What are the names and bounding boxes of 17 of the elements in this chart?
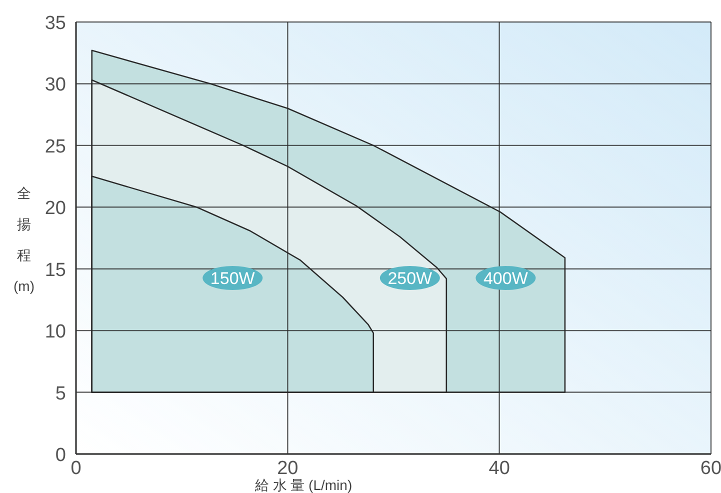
x-tick-label: 40 — [488, 458, 510, 479]
x-tick-label: 20 — [277, 458, 298, 479]
series-label: 150W — [210, 269, 255, 288]
y-tick-label: 0 — [55, 445, 66, 466]
y-tick-label: 35 — [44, 13, 66, 34]
y-tick-label: 20 — [44, 198, 66, 220]
series-label: 250W — [388, 269, 432, 288]
y-tick-label: 30 — [44, 74, 66, 96]
y-axis-title: 全揚程(m) — [14, 185, 34, 294]
x-tick-label: 0 — [70, 458, 82, 479]
y-tick-label: 5 — [55, 383, 66, 404]
y-tick-label: 10 — [44, 322, 66, 343]
y-tick-label: 25 — [44, 136, 66, 158]
y-tick-label: 15 — [44, 260, 66, 281]
series-label: 400W — [483, 269, 528, 288]
x-tick-label: 60 — [700, 458, 721, 479]
x-axis-title: 給 水 量 (L/min) — [254, 477, 352, 493]
